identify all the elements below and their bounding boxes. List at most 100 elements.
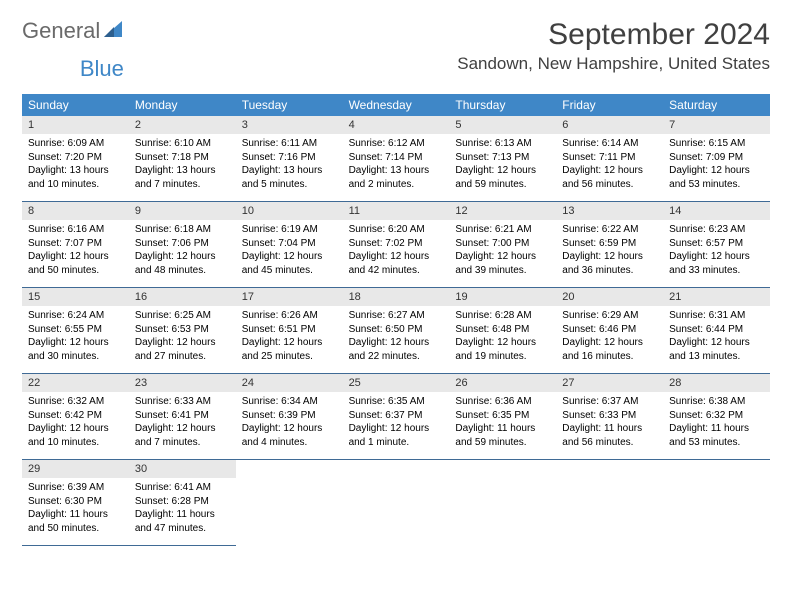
day-details: Sunrise: 6:39 AMSunset: 6:30 PMDaylight:… <box>22 478 129 541</box>
logo-sail-icon <box>104 19 126 44</box>
logo: General <box>22 18 130 44</box>
day-number: 13 <box>556 202 663 220</box>
weeks-container: 1Sunrise: 6:09 AMSunset: 7:20 PMDaylight… <box>22 116 770 546</box>
day-details: Sunrise: 6:25 AMSunset: 6:53 PMDaylight:… <box>129 306 236 369</box>
day-number: 27 <box>556 374 663 392</box>
sunset-line: Sunset: 7:16 PM <box>242 151 337 165</box>
day-number: 10 <box>236 202 343 220</box>
sunrise-line: Sunrise: 6:34 AM <box>242 395 337 409</box>
sunrise-line: Sunrise: 6:21 AM <box>455 223 550 237</box>
day-number: 26 <box>449 374 556 392</box>
daylight-line: Daylight: 11 hours and 53 minutes. <box>669 422 764 449</box>
day-number: 15 <box>22 288 129 306</box>
weekday-header: Tuesday <box>236 94 343 116</box>
sunset-line: Sunset: 6:37 PM <box>349 409 444 423</box>
sunset-line: Sunset: 7:07 PM <box>28 237 123 251</box>
day-details: Sunrise: 6:36 AMSunset: 6:35 PMDaylight:… <box>449 392 556 455</box>
daylight-line: Daylight: 12 hours and 50 minutes. <box>28 250 123 277</box>
weekday-header: Thursday <box>449 94 556 116</box>
day-details: Sunrise: 6:41 AMSunset: 6:28 PMDaylight:… <box>129 478 236 541</box>
day-number: 20 <box>556 288 663 306</box>
day-details: Sunrise: 6:38 AMSunset: 6:32 PMDaylight:… <box>663 392 770 455</box>
day-cell: 12Sunrise: 6:21 AMSunset: 7:00 PMDayligh… <box>449 202 556 288</box>
sunrise-line: Sunrise: 6:32 AM <box>28 395 123 409</box>
day-details: Sunrise: 6:24 AMSunset: 6:55 PMDaylight:… <box>22 306 129 369</box>
sunset-line: Sunset: 6:30 PM <box>28 495 123 509</box>
sunrise-line: Sunrise: 6:27 AM <box>349 309 444 323</box>
day-details: Sunrise: 6:37 AMSunset: 6:33 PMDaylight:… <box>556 392 663 455</box>
sunrise-line: Sunrise: 6:24 AM <box>28 309 123 323</box>
day-number: 18 <box>343 288 450 306</box>
day-details: Sunrise: 6:18 AMSunset: 7:06 PMDaylight:… <box>129 220 236 283</box>
sunset-line: Sunset: 6:42 PM <box>28 409 123 423</box>
sunset-line: Sunset: 6:50 PM <box>349 323 444 337</box>
day-number: 6 <box>556 116 663 134</box>
sunset-line: Sunset: 6:35 PM <box>455 409 550 423</box>
sunset-line: Sunset: 7:14 PM <box>349 151 444 165</box>
day-number: 23 <box>129 374 236 392</box>
week-row: 29Sunrise: 6:39 AMSunset: 6:30 PMDayligh… <box>22 460 770 546</box>
day-number: 12 <box>449 202 556 220</box>
day-details: Sunrise: 6:09 AMSunset: 7:20 PMDaylight:… <box>22 134 129 197</box>
day-cell: 4Sunrise: 6:12 AMSunset: 7:14 PMDaylight… <box>343 116 450 202</box>
day-details: Sunrise: 6:23 AMSunset: 6:57 PMDaylight:… <box>663 220 770 283</box>
day-cell: 16Sunrise: 6:25 AMSunset: 6:53 PMDayligh… <box>129 288 236 374</box>
day-details: Sunrise: 6:16 AMSunset: 7:07 PMDaylight:… <box>22 220 129 283</box>
sunset-line: Sunset: 7:06 PM <box>135 237 230 251</box>
day-details: Sunrise: 6:32 AMSunset: 6:42 PMDaylight:… <box>22 392 129 455</box>
day-number: 4 <box>343 116 450 134</box>
sunrise-line: Sunrise: 6:20 AM <box>349 223 444 237</box>
day-cell: 13Sunrise: 6:22 AMSunset: 6:59 PMDayligh… <box>556 202 663 288</box>
sunrise-line: Sunrise: 6:35 AM <box>349 395 444 409</box>
day-number: 7 <box>663 116 770 134</box>
day-cell: 8Sunrise: 6:16 AMSunset: 7:07 PMDaylight… <box>22 202 129 288</box>
day-cell: 1Sunrise: 6:09 AMSunset: 7:20 PMDaylight… <box>22 116 129 202</box>
sunrise-line: Sunrise: 6:41 AM <box>135 481 230 495</box>
day-cell: 18Sunrise: 6:27 AMSunset: 6:50 PMDayligh… <box>343 288 450 374</box>
sunset-line: Sunset: 6:32 PM <box>669 409 764 423</box>
day-details: Sunrise: 6:33 AMSunset: 6:41 PMDaylight:… <box>129 392 236 455</box>
calendar: Sunday Monday Tuesday Wednesday Thursday… <box>22 94 770 546</box>
weekday-header-row: Sunday Monday Tuesday Wednesday Thursday… <box>22 94 770 116</box>
day-cell: 17Sunrise: 6:26 AMSunset: 6:51 PMDayligh… <box>236 288 343 374</box>
day-cell <box>343 460 450 546</box>
sunset-line: Sunset: 6:59 PM <box>562 237 657 251</box>
sunset-line: Sunset: 6:44 PM <box>669 323 764 337</box>
sunrise-line: Sunrise: 6:39 AM <box>28 481 123 495</box>
sunset-line: Sunset: 6:57 PM <box>669 237 764 251</box>
daylight-line: Daylight: 12 hours and 45 minutes. <box>242 250 337 277</box>
day-number: 1 <box>22 116 129 134</box>
sunset-line: Sunset: 6:48 PM <box>455 323 550 337</box>
sunrise-line: Sunrise: 6:13 AM <box>455 137 550 151</box>
day-details: Sunrise: 6:13 AMSunset: 7:13 PMDaylight:… <box>449 134 556 197</box>
day-cell: 14Sunrise: 6:23 AMSunset: 6:57 PMDayligh… <box>663 202 770 288</box>
daylight-line: Daylight: 12 hours and 27 minutes. <box>135 336 230 363</box>
sunrise-line: Sunrise: 6:36 AM <box>455 395 550 409</box>
day-details: Sunrise: 6:35 AMSunset: 6:37 PMDaylight:… <box>343 392 450 455</box>
day-number: 22 <box>22 374 129 392</box>
day-details: Sunrise: 6:14 AMSunset: 7:11 PMDaylight:… <box>556 134 663 197</box>
day-cell: 22Sunrise: 6:32 AMSunset: 6:42 PMDayligh… <box>22 374 129 460</box>
day-cell: 11Sunrise: 6:20 AMSunset: 7:02 PMDayligh… <box>343 202 450 288</box>
day-cell: 30Sunrise: 6:41 AMSunset: 6:28 PMDayligh… <box>129 460 236 546</box>
day-cell: 19Sunrise: 6:28 AMSunset: 6:48 PMDayligh… <box>449 288 556 374</box>
day-details: Sunrise: 6:28 AMSunset: 6:48 PMDaylight:… <box>449 306 556 369</box>
daylight-line: Daylight: 13 hours and 2 minutes. <box>349 164 444 191</box>
day-cell: 27Sunrise: 6:37 AMSunset: 6:33 PMDayligh… <box>556 374 663 460</box>
week-row: 1Sunrise: 6:09 AMSunset: 7:20 PMDaylight… <box>22 116 770 202</box>
sunset-line: Sunset: 7:18 PM <box>135 151 230 165</box>
sunrise-line: Sunrise: 6:19 AM <box>242 223 337 237</box>
day-number: 28 <box>663 374 770 392</box>
day-cell: 2Sunrise: 6:10 AMSunset: 7:18 PMDaylight… <box>129 116 236 202</box>
sunset-line: Sunset: 6:46 PM <box>562 323 657 337</box>
day-cell: 10Sunrise: 6:19 AMSunset: 7:04 PMDayligh… <box>236 202 343 288</box>
daylight-line: Daylight: 12 hours and 16 minutes. <box>562 336 657 363</box>
sunset-line: Sunset: 6:33 PM <box>562 409 657 423</box>
sunrise-line: Sunrise: 6:11 AM <box>242 137 337 151</box>
day-cell: 5Sunrise: 6:13 AMSunset: 7:13 PMDaylight… <box>449 116 556 202</box>
sunrise-line: Sunrise: 6:15 AM <box>669 137 764 151</box>
daylight-line: Daylight: 12 hours and 36 minutes. <box>562 250 657 277</box>
day-number: 16 <box>129 288 236 306</box>
sunrise-line: Sunrise: 6:14 AM <box>562 137 657 151</box>
day-number: 21 <box>663 288 770 306</box>
